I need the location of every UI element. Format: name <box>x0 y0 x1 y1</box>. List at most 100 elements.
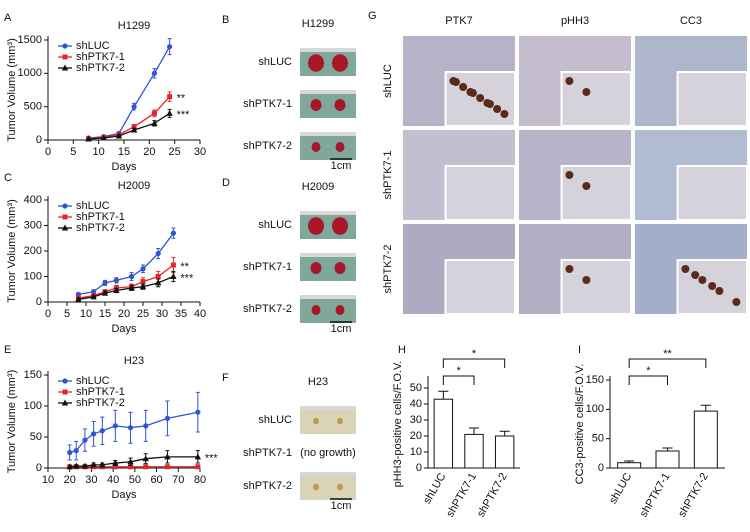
y-tick-label: 200 <box>24 245 42 257</box>
marker <box>62 203 68 209</box>
photo-note: (no growth) <box>300 447 356 459</box>
marker <box>62 378 68 384</box>
chart-title: H1299 <box>118 20 150 32</box>
bar <box>464 433 484 469</box>
legend-label: shPTK7-2 <box>76 222 125 234</box>
marker <box>155 279 162 286</box>
marker <box>90 461 97 468</box>
marker <box>164 415 171 421</box>
legend-label: shPTK7-1 <box>76 211 125 223</box>
x-tick-label: 70 <box>172 474 184 486</box>
tumor-photo <box>300 472 356 500</box>
marker <box>62 214 68 220</box>
marker <box>140 266 146 272</box>
marker <box>164 464 170 470</box>
x-axis-label: Days <box>111 489 137 501</box>
bar <box>494 435 515 469</box>
row-label: shPTK7-2 <box>243 140 292 152</box>
marker <box>112 464 118 470</box>
x-tick-label: 15 <box>99 308 111 320</box>
tumor <box>311 305 321 315</box>
x-tick-label: 25 <box>169 146 181 158</box>
tumor <box>334 98 346 112</box>
stained-nucleus <box>582 276 591 284</box>
panel-label: I <box>578 344 581 356</box>
bar <box>433 398 454 469</box>
stained-nucleus <box>582 182 591 190</box>
ihc-inset <box>444 165 516 221</box>
ihc-inset <box>676 165 748 221</box>
x-axis-label: Days <box>111 161 137 173</box>
marker <box>66 463 73 470</box>
stained-nucleus <box>468 89 477 97</box>
marker <box>167 44 173 50</box>
y-tick-label: 40 <box>410 398 422 410</box>
marker <box>62 43 68 49</box>
marker <box>151 110 157 116</box>
error-bar <box>469 427 479 435</box>
x-tick-label: shPTK7-2 <box>475 471 510 519</box>
marker <box>142 455 149 462</box>
panel-title: H1299 <box>302 18 334 30</box>
y-tick-label: 500 <box>24 101 42 113</box>
column-label: pHH3 <box>561 15 589 27</box>
marker <box>140 279 146 285</box>
marker <box>164 453 171 460</box>
y-axis-label: Tumor Volume (mm³) <box>6 370 18 474</box>
tumor <box>310 98 322 112</box>
ruler <box>300 90 356 94</box>
x-tick-label: 10 <box>80 308 92 320</box>
marker <box>155 250 161 257</box>
stained-nucleus <box>485 100 494 108</box>
stained-nucleus <box>565 265 574 273</box>
legend-label: shPTK7-1 <box>76 386 125 398</box>
y-tick-label: 0 <box>598 462 604 474</box>
significance: *** <box>205 453 219 465</box>
panel-title: H2009 <box>302 181 334 193</box>
y-tick-label: 150 <box>24 369 42 381</box>
marker <box>167 94 173 100</box>
significance: *** <box>177 109 191 121</box>
ruler <box>300 48 356 52</box>
marker <box>194 453 202 460</box>
x-tick-label: 10 <box>93 146 105 158</box>
ruler <box>300 132 356 136</box>
tumor <box>311 142 321 152</box>
y-tick-label: 0 <box>416 462 422 474</box>
y-tick-label: 20 <box>410 430 422 442</box>
marker <box>195 409 201 415</box>
row-label: shLUC <box>258 56 292 68</box>
marker <box>151 70 157 76</box>
stained-nucleus <box>691 271 700 279</box>
marker <box>61 399 69 406</box>
y-tick-label: 100 <box>24 400 42 412</box>
marker <box>128 464 134 470</box>
tumor <box>337 483 343 491</box>
y-tick-label: 300 <box>24 219 42 231</box>
scale-label: 1cm <box>331 160 352 172</box>
x-tick-label: shLUC <box>421 471 448 506</box>
y-tick-label: 0 <box>36 462 42 474</box>
tumor <box>313 417 319 425</box>
marker <box>61 224 69 231</box>
marker <box>129 273 135 280</box>
x-tick-label: 10 <box>42 474 54 486</box>
marker <box>112 459 119 466</box>
x-tick-label: 40 <box>107 474 119 486</box>
stained-nucleus <box>565 77 574 85</box>
y-tick-label: 50 <box>410 382 422 394</box>
marker <box>81 462 89 469</box>
marker <box>73 448 79 454</box>
marker <box>170 230 176 236</box>
significance-bracket <box>442 375 475 385</box>
bar <box>693 410 718 469</box>
row-label: shPTK7-1 <box>243 261 292 273</box>
marker <box>115 132 123 139</box>
x-tick-label: 50 <box>129 474 141 486</box>
legend-label: shPTK7-2 <box>76 62 125 74</box>
stained-nucleus <box>715 287 724 295</box>
x-tick-label: 20 <box>64 474 76 486</box>
x-tick-label: 30 <box>85 474 97 486</box>
tumor <box>334 261 346 275</box>
